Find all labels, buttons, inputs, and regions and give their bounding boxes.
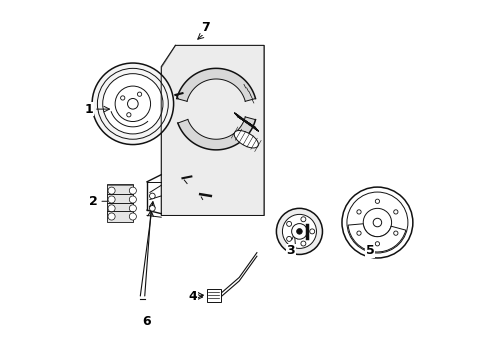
Circle shape (108, 187, 115, 194)
Circle shape (393, 231, 397, 235)
Circle shape (300, 241, 305, 246)
Circle shape (129, 187, 136, 194)
Polygon shape (176, 68, 255, 101)
Wedge shape (347, 224, 405, 252)
Circle shape (92, 63, 173, 145)
Circle shape (276, 208, 322, 255)
Circle shape (97, 68, 168, 139)
Circle shape (356, 210, 360, 214)
Text: 3: 3 (285, 244, 294, 257)
Circle shape (102, 74, 163, 134)
Circle shape (129, 213, 136, 220)
Bar (107, 211, 133, 222)
Circle shape (296, 229, 302, 234)
Circle shape (356, 231, 360, 235)
Circle shape (374, 242, 379, 246)
Circle shape (363, 208, 391, 237)
Bar (207, 289, 220, 302)
Circle shape (137, 92, 142, 96)
Circle shape (149, 193, 155, 199)
Circle shape (346, 192, 407, 253)
Polygon shape (178, 117, 255, 150)
Bar (107, 194, 133, 205)
Circle shape (108, 205, 115, 212)
Text: 7: 7 (201, 21, 209, 34)
Circle shape (126, 113, 131, 117)
Circle shape (393, 210, 397, 214)
Polygon shape (161, 45, 264, 215)
Polygon shape (234, 131, 258, 148)
Bar (107, 203, 133, 214)
Circle shape (372, 218, 381, 227)
Circle shape (374, 199, 379, 203)
Circle shape (286, 221, 291, 226)
Text: 5: 5 (365, 244, 374, 257)
Text: 6: 6 (142, 315, 151, 328)
Circle shape (309, 229, 314, 234)
Circle shape (149, 206, 155, 211)
Bar (107, 184, 133, 197)
Circle shape (129, 196, 136, 203)
Circle shape (341, 187, 412, 258)
Circle shape (127, 99, 138, 109)
Text: 2: 2 (89, 195, 98, 208)
Circle shape (300, 217, 305, 222)
Circle shape (108, 196, 115, 203)
Text: 4: 4 (188, 291, 197, 303)
Circle shape (282, 215, 316, 248)
Circle shape (115, 86, 150, 122)
Circle shape (129, 205, 136, 212)
Circle shape (121, 96, 124, 100)
Text: 1: 1 (84, 103, 93, 116)
Circle shape (291, 224, 306, 239)
Circle shape (286, 237, 291, 241)
Circle shape (108, 213, 115, 220)
